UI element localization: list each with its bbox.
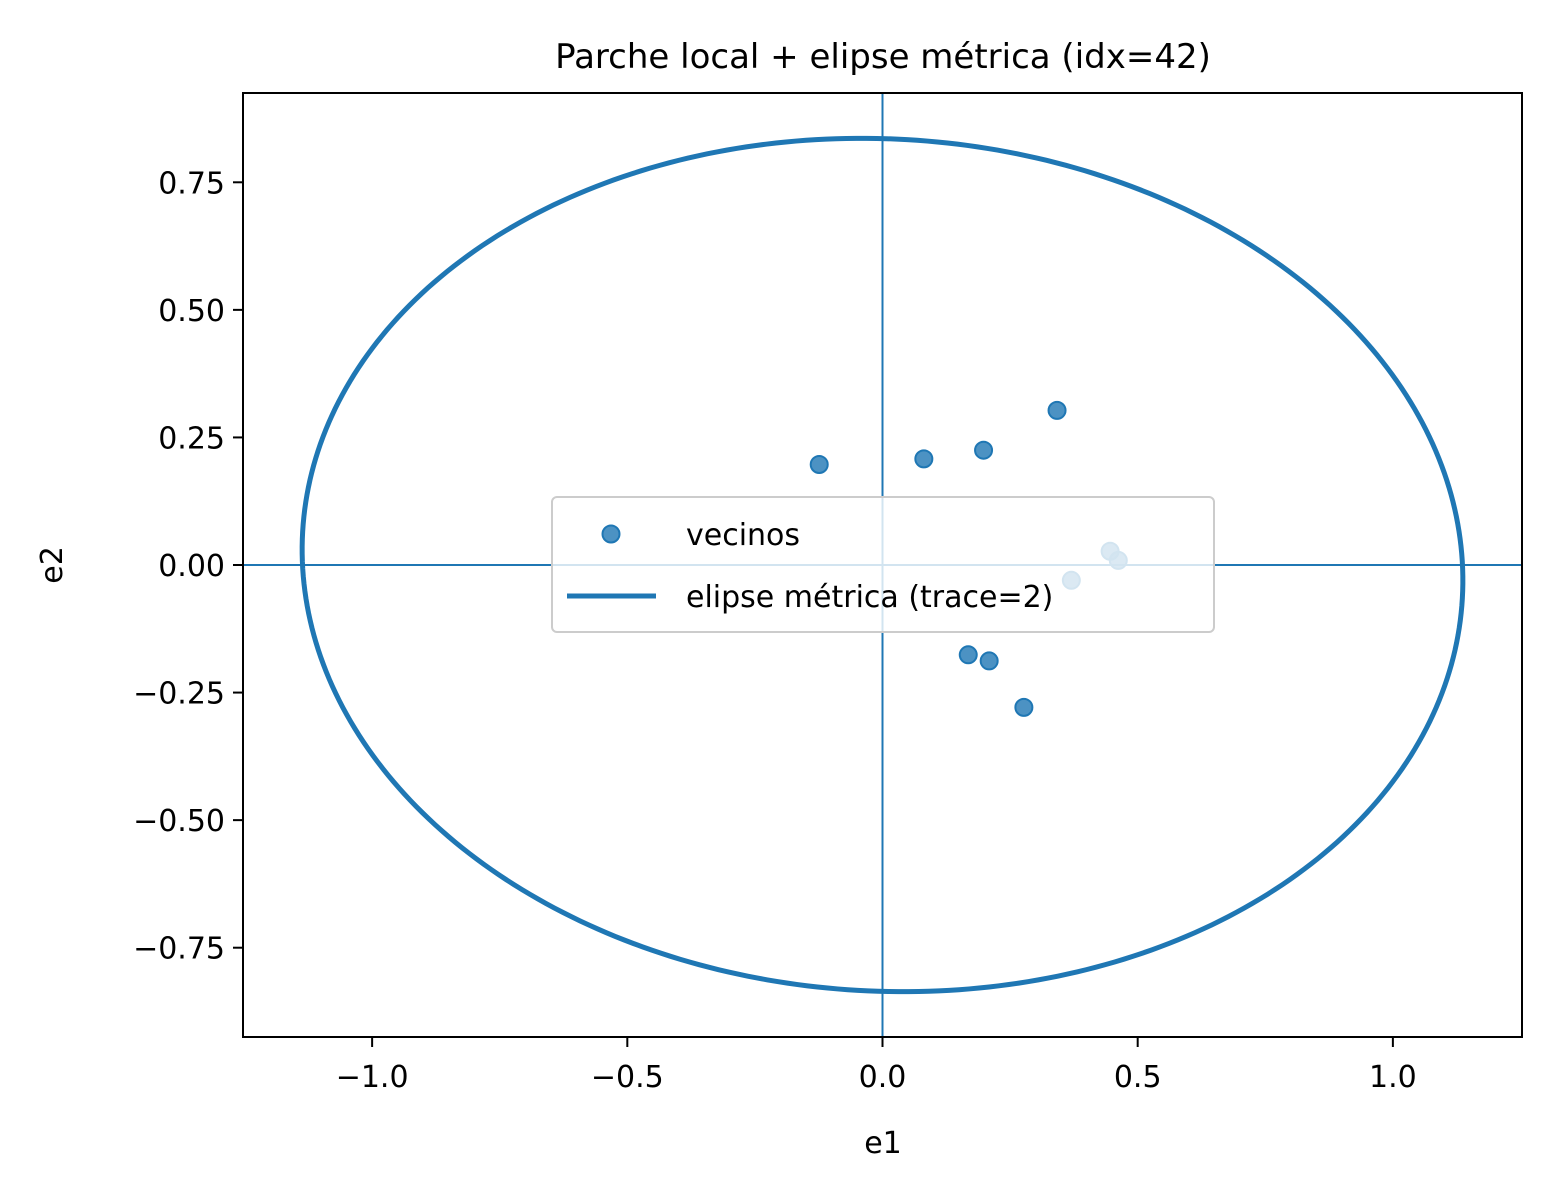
legend: vecinos elipse métrica (trace=2) <box>551 496 1215 633</box>
scatter-point-8 <box>979 651 999 671</box>
metric-ellipse <box>299 135 1466 995</box>
legend-label-vecinos: vecinos <box>686 518 800 553</box>
y-tick-label-2: 0.25 <box>158 421 225 456</box>
y-tick-label-4: −0.25 <box>133 677 225 712</box>
chart-title: Parche local + elipse métrica (idx=42) <box>555 37 1211 77</box>
x-tick-label-2: 0.0 <box>859 1060 907 1095</box>
y-tick-label-6: −0.75 <box>133 932 225 967</box>
x-axis-label: e1 <box>864 1126 902 1161</box>
x-tick-label-1: −0.5 <box>591 1060 664 1095</box>
y-axis: 0.75 0.50 0.25 0.00 −0.25 −0.50 −0.75 <box>133 166 243 967</box>
y-axis-label: e2 <box>35 546 70 584</box>
scatter-point-0 <box>809 454 829 474</box>
y-tick-label-3: 0.00 <box>158 549 225 584</box>
x-axis: −1.0 −0.5 0.0 0.5 1.0 <box>336 1037 1417 1095</box>
legend-label-ellipse: elipse métrica (trace=2) <box>686 580 1053 615</box>
scatter-point-3 <box>1047 400 1067 420</box>
scatter-point-2 <box>974 440 994 460</box>
x-tick-label-4: 1.0 <box>1369 1060 1417 1095</box>
y-tick-label-1: 0.50 <box>158 294 225 329</box>
y-tick-label-5: −0.50 <box>133 804 225 839</box>
legend-box <box>551 496 1215 633</box>
y-tick-label-0: 0.75 <box>158 166 225 201</box>
x-tick-label-3: 0.5 <box>1114 1060 1162 1095</box>
scatter-point-7 <box>958 645 978 665</box>
scatter-point-9 <box>1014 697 1034 717</box>
scatter-point-1 <box>914 449 934 469</box>
x-tick-label-0: −1.0 <box>336 1060 409 1095</box>
legend-marker-vecinos <box>601 524 621 544</box>
